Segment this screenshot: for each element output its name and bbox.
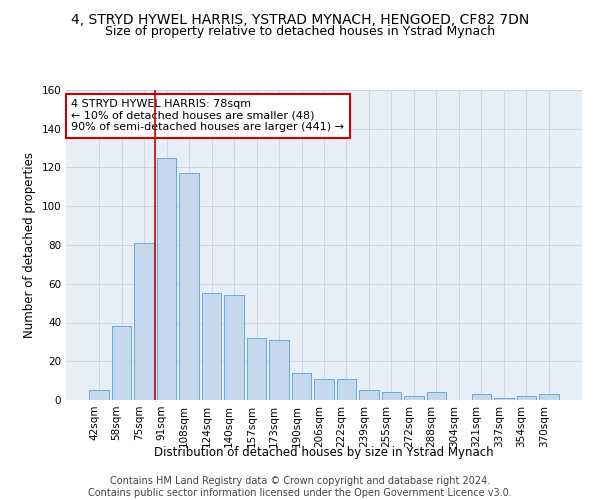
Bar — [89, 390, 109, 400]
Bar — [472, 394, 491, 400]
Bar — [157, 158, 176, 400]
Bar — [517, 396, 536, 400]
Bar — [337, 378, 356, 400]
Text: Contains HM Land Registry data © Crown copyright and database right 2024.
Contai: Contains HM Land Registry data © Crown c… — [88, 476, 512, 498]
Bar — [269, 340, 289, 400]
Bar — [202, 294, 221, 400]
Bar — [494, 398, 514, 400]
Bar — [427, 392, 446, 400]
Bar — [314, 378, 334, 400]
Text: 4 STRYD HYWEL HARRIS: 78sqm
← 10% of detached houses are smaller (48)
90% of sem: 4 STRYD HYWEL HARRIS: 78sqm ← 10% of det… — [71, 100, 344, 132]
Bar — [224, 296, 244, 400]
Y-axis label: Number of detached properties: Number of detached properties — [23, 152, 36, 338]
Text: 4, STRYD HYWEL HARRIS, YSTRAD MYNACH, HENGOED, CF82 7DN: 4, STRYD HYWEL HARRIS, YSTRAD MYNACH, HE… — [71, 12, 529, 26]
Bar — [247, 338, 266, 400]
Bar — [134, 243, 154, 400]
Text: Distribution of detached houses by size in Ystrad Mynach: Distribution of detached houses by size … — [154, 446, 494, 459]
Bar — [539, 394, 559, 400]
Bar — [292, 373, 311, 400]
Text: Size of property relative to detached houses in Ystrad Mynach: Size of property relative to detached ho… — [105, 25, 495, 38]
Bar — [179, 174, 199, 400]
Bar — [382, 392, 401, 400]
Bar — [359, 390, 379, 400]
Bar — [112, 326, 131, 400]
Bar — [404, 396, 424, 400]
